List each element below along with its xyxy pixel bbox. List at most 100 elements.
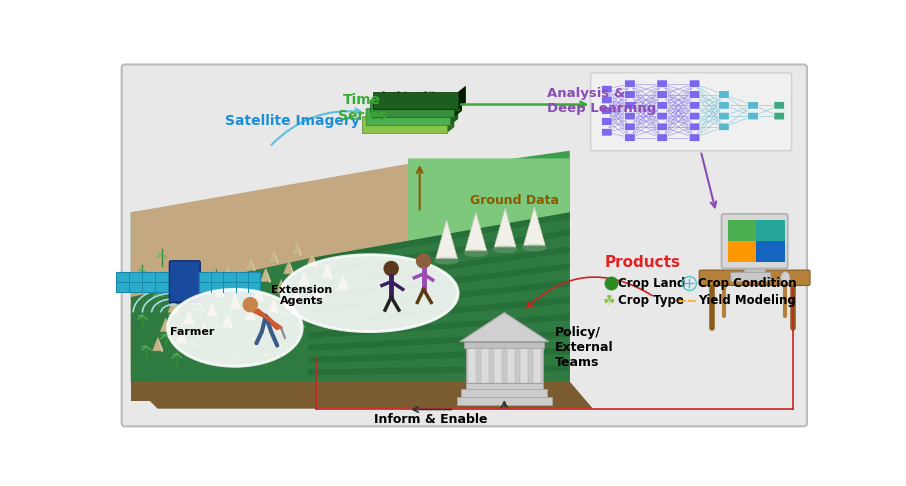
FancyBboxPatch shape <box>465 342 545 348</box>
Polygon shape <box>373 103 466 109</box>
Polygon shape <box>130 259 308 382</box>
Polygon shape <box>152 337 163 351</box>
Polygon shape <box>250 256 255 272</box>
FancyBboxPatch shape <box>757 241 785 261</box>
Polygon shape <box>447 110 454 133</box>
Polygon shape <box>176 330 187 343</box>
Polygon shape <box>198 322 209 335</box>
Polygon shape <box>275 279 286 293</box>
Polygon shape <box>366 119 458 125</box>
Polygon shape <box>274 248 279 264</box>
Text: Satellite Imagery: Satellite Imagery <box>226 115 360 128</box>
FancyBboxPatch shape <box>731 272 771 281</box>
Polygon shape <box>214 283 225 297</box>
Polygon shape <box>342 276 348 291</box>
FancyBboxPatch shape <box>689 102 700 109</box>
FancyBboxPatch shape <box>657 102 668 109</box>
FancyBboxPatch shape <box>728 220 757 241</box>
Polygon shape <box>130 151 570 382</box>
FancyBboxPatch shape <box>689 123 700 131</box>
Polygon shape <box>173 298 178 314</box>
Polygon shape <box>308 297 570 326</box>
Polygon shape <box>191 291 202 305</box>
Polygon shape <box>436 220 458 259</box>
FancyBboxPatch shape <box>602 85 612 93</box>
Polygon shape <box>237 276 248 289</box>
FancyBboxPatch shape <box>757 220 785 241</box>
Polygon shape <box>370 111 462 117</box>
FancyBboxPatch shape <box>373 92 458 109</box>
Polygon shape <box>158 337 163 352</box>
FancyBboxPatch shape <box>198 272 260 292</box>
Polygon shape <box>204 322 209 337</box>
FancyBboxPatch shape <box>728 241 757 261</box>
Polygon shape <box>227 264 233 279</box>
FancyBboxPatch shape <box>366 108 450 125</box>
FancyBboxPatch shape <box>370 100 454 117</box>
Polygon shape <box>291 291 302 305</box>
Polygon shape <box>308 348 570 363</box>
Text: Crop Land: Crop Land <box>618 277 686 290</box>
Text: Extension
Agents: Extension Agents <box>271 285 333 306</box>
Polygon shape <box>308 212 570 382</box>
FancyBboxPatch shape <box>721 214 787 269</box>
Polygon shape <box>296 241 302 256</box>
FancyBboxPatch shape <box>657 134 668 141</box>
Circle shape <box>243 297 258 312</box>
FancyBboxPatch shape <box>624 80 635 87</box>
FancyBboxPatch shape <box>624 112 635 120</box>
FancyBboxPatch shape <box>602 96 612 104</box>
FancyBboxPatch shape <box>718 112 729 120</box>
FancyBboxPatch shape <box>602 128 612 136</box>
FancyBboxPatch shape <box>689 134 700 141</box>
Polygon shape <box>268 298 279 312</box>
Polygon shape <box>281 279 286 295</box>
Polygon shape <box>312 252 317 268</box>
Polygon shape <box>130 158 570 382</box>
FancyBboxPatch shape <box>466 343 543 383</box>
Polygon shape <box>308 246 570 289</box>
Polygon shape <box>258 287 264 302</box>
Polygon shape <box>459 312 549 342</box>
FancyBboxPatch shape <box>466 382 543 389</box>
Polygon shape <box>322 264 333 278</box>
FancyBboxPatch shape <box>689 112 700 120</box>
Polygon shape <box>308 263 570 302</box>
Polygon shape <box>229 295 240 309</box>
Polygon shape <box>284 260 294 274</box>
Polygon shape <box>207 302 217 316</box>
Text: Products: Products <box>604 255 680 270</box>
FancyBboxPatch shape <box>361 116 447 133</box>
Polygon shape <box>160 318 171 331</box>
FancyBboxPatch shape <box>520 347 527 383</box>
Polygon shape <box>289 260 294 276</box>
Circle shape <box>416 253 431 269</box>
Polygon shape <box>204 272 209 287</box>
Ellipse shape <box>522 244 546 252</box>
FancyBboxPatch shape <box>602 118 612 125</box>
Ellipse shape <box>434 257 459 265</box>
FancyBboxPatch shape <box>718 102 729 109</box>
Polygon shape <box>304 272 310 287</box>
Text: ☘: ☘ <box>602 294 615 308</box>
FancyBboxPatch shape <box>624 102 635 109</box>
FancyBboxPatch shape <box>745 268 766 274</box>
Polygon shape <box>296 291 302 306</box>
Polygon shape <box>361 127 454 133</box>
Polygon shape <box>308 229 570 277</box>
Text: Policy/
External
Teams: Policy/ External Teams <box>554 326 613 368</box>
Ellipse shape <box>464 249 488 257</box>
Polygon shape <box>308 314 570 339</box>
Polygon shape <box>168 298 178 312</box>
Ellipse shape <box>168 289 303 366</box>
Ellipse shape <box>281 255 458 331</box>
Polygon shape <box>408 158 570 320</box>
FancyBboxPatch shape <box>624 91 635 98</box>
Polygon shape <box>274 298 279 314</box>
FancyBboxPatch shape <box>121 65 807 426</box>
FancyBboxPatch shape <box>774 112 785 120</box>
Polygon shape <box>188 310 194 326</box>
FancyBboxPatch shape <box>747 102 758 109</box>
Polygon shape <box>130 212 158 409</box>
Polygon shape <box>337 276 348 289</box>
